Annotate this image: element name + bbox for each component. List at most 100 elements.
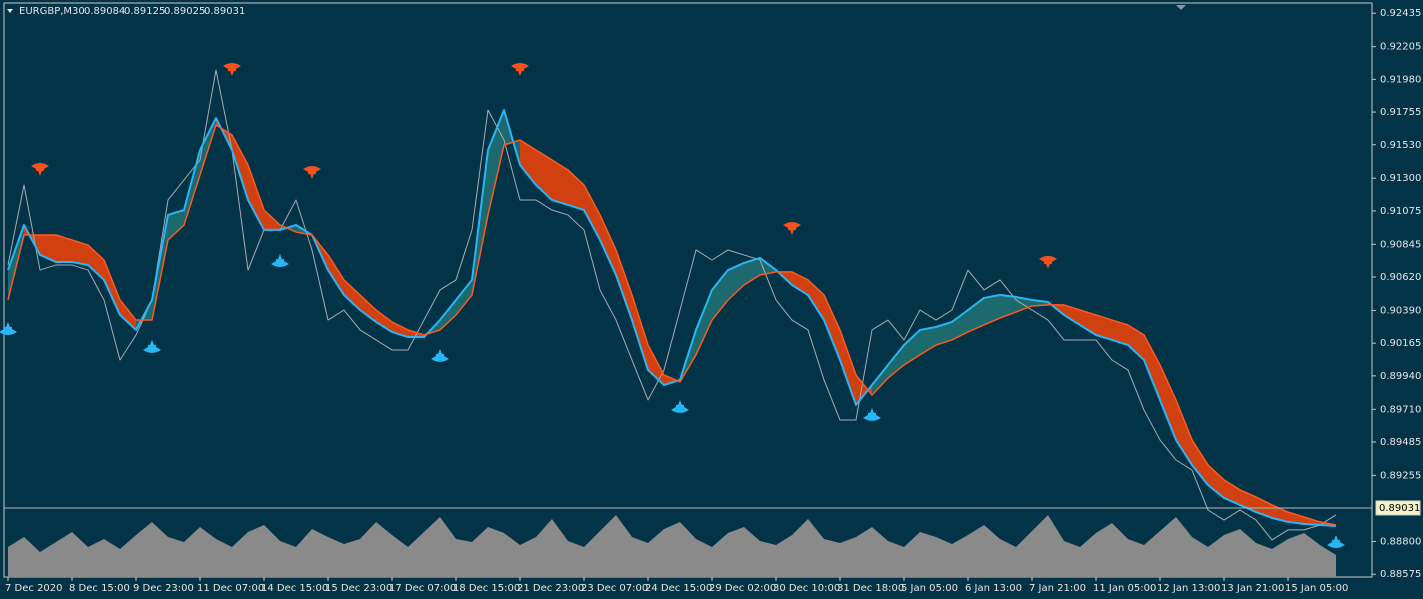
band-fill-down (104, 260, 120, 315)
slow-line (7, 124, 1337, 526)
x-tick-label: 30 Dec 10:00 (773, 583, 840, 594)
band-fill-down (1096, 314, 1112, 340)
band-fill-down (264, 210, 280, 230)
band-fill-down (248, 164, 264, 230)
buy-arrow (271, 254, 289, 268)
band-fill-down (232, 135, 248, 200)
band-fill-down (552, 160, 568, 205)
buy-arrow (431, 348, 449, 362)
band-fill-down (1128, 324, 1144, 361)
x-tick-label: 31 Dec 18:00 (837, 583, 904, 594)
x-tick-label: 29 Dec 02:00 (709, 583, 776, 594)
x-tick-label: 7 Dec 2020 (5, 583, 63, 594)
last-price-label: 0.89031 (1379, 503, 1420, 514)
y-tick-label: 0.90620 (1380, 272, 1421, 283)
y-tick-label: 0.90845 (1380, 239, 1421, 250)
band-fill-down (1144, 335, 1160, 400)
band-fill-up (872, 364, 888, 396)
x-tick-label: 18 Dec 15:00 (453, 583, 520, 594)
band-fill-up (168, 210, 184, 240)
y-tick-label: 0.90165 (1380, 338, 1421, 349)
y-tick-label: 0.92435 (1380, 8, 1421, 19)
band-fill-up (728, 262, 744, 300)
band-fill-down (1208, 464, 1224, 498)
x-tick-label: 5 Jan 05:00 (901, 583, 958, 594)
sell-arrow (31, 163, 49, 177)
y-tick-label: 0.91075 (1380, 206, 1421, 217)
y-tick-label: 0.92205 (1380, 42, 1421, 53)
y-tick-label: 0.91530 (1380, 140, 1421, 151)
band-fill-down (1080, 310, 1096, 336)
band-fill-up (920, 327, 936, 355)
last-price-box (1375, 500, 1421, 516)
volume-area (8, 515, 1336, 577)
band-fill-down (120, 299, 136, 330)
y-tick-label: 0.88800 (1380, 537, 1421, 548)
band-fill-up (488, 110, 504, 215)
y-tick-label: 0.91300 (1380, 173, 1421, 184)
sell-arrow (783, 222, 801, 236)
band-fill-down (824, 295, 840, 361)
band-fill-up (952, 310, 968, 340)
x-tick-label: 9 Dec 23:00 (133, 583, 194, 594)
ohlc-low: 0.89025 (164, 6, 205, 17)
band-fill-up (744, 257, 760, 286)
band-fill-down (792, 271, 808, 296)
y-tick-label: 0.91755 (1380, 107, 1421, 118)
band-fill-down (1192, 439, 1208, 485)
x-tick-label: 15 Jan 05:00 (1285, 583, 1348, 594)
sell-arrow (303, 165, 321, 179)
band-fill-down (568, 170, 584, 211)
band-fill-down (840, 329, 856, 405)
band-fill-up (712, 270, 728, 321)
y-tick-label: 0.89485 (1380, 437, 1421, 448)
y-tick-label: 0.90390 (1380, 305, 1421, 316)
sell-arrow (223, 63, 241, 77)
y-tick-label: 0.89710 (1380, 404, 1421, 415)
y-tick-label: 0.89255 (1380, 470, 1421, 481)
x-tick-label: 7 Jan 21:00 (1029, 583, 1086, 594)
sell-arrow (1039, 255, 1057, 269)
band-fill-down (344, 279, 360, 311)
menu-arrow[interactable] (7, 9, 13, 13)
x-tick-label: 11 Jan 05:00 (1093, 583, 1156, 594)
band-fill-up (904, 329, 920, 365)
x-tick-label: 21 Dec 23:00 (517, 583, 584, 594)
sell-arrow (511, 63, 529, 77)
band-fill-up (936, 321, 952, 346)
band-fill-down (1176, 399, 1192, 465)
x-tick-label: 23 Dec 07:00 (581, 583, 648, 594)
x-tick-label: 11 Dec 07:00 (197, 583, 264, 594)
band-fill-down (808, 279, 824, 321)
shift-marker (1176, 5, 1186, 10)
y-tick-label: 0.91980 (1380, 74, 1421, 85)
band-fill-up (888, 345, 904, 379)
band-fill-down (616, 249, 632, 321)
fast-line (7, 109, 1337, 527)
band-fill-up (440, 299, 456, 330)
band-fill-down (1272, 504, 1288, 522)
band-fill-down (520, 139, 536, 186)
band-fill-down (56, 235, 72, 263)
band-fill-down (600, 214, 616, 275)
band-fill-down (1160, 364, 1176, 440)
buy-arrow (143, 339, 161, 353)
band-fill-up (696, 289, 712, 355)
buy-arrow (0, 322, 17, 336)
x-tick-label: 14 Dec 15:00 (261, 583, 328, 594)
y-tick-label: 0.89940 (1380, 371, 1421, 382)
band-fill-down (328, 254, 344, 296)
band-fill-up (1000, 295, 1016, 319)
ohlc-open: 0.89084 (84, 6, 125, 17)
band-fill-up (984, 295, 1000, 325)
ohlc-close: 0.89031 (204, 6, 245, 17)
ohlc-high: 0.89125 (124, 6, 165, 17)
x-tick-label: 8 Dec 15:00 (69, 583, 130, 594)
price-line (7, 69, 1337, 541)
band-fill-down (648, 345, 664, 386)
symbol-title: EURGBP,M30 (19, 6, 85, 17)
band-fill-down (392, 321, 408, 338)
x-tick-label: 24 Dec 15:00 (645, 583, 712, 594)
band-fill-down (360, 295, 376, 322)
